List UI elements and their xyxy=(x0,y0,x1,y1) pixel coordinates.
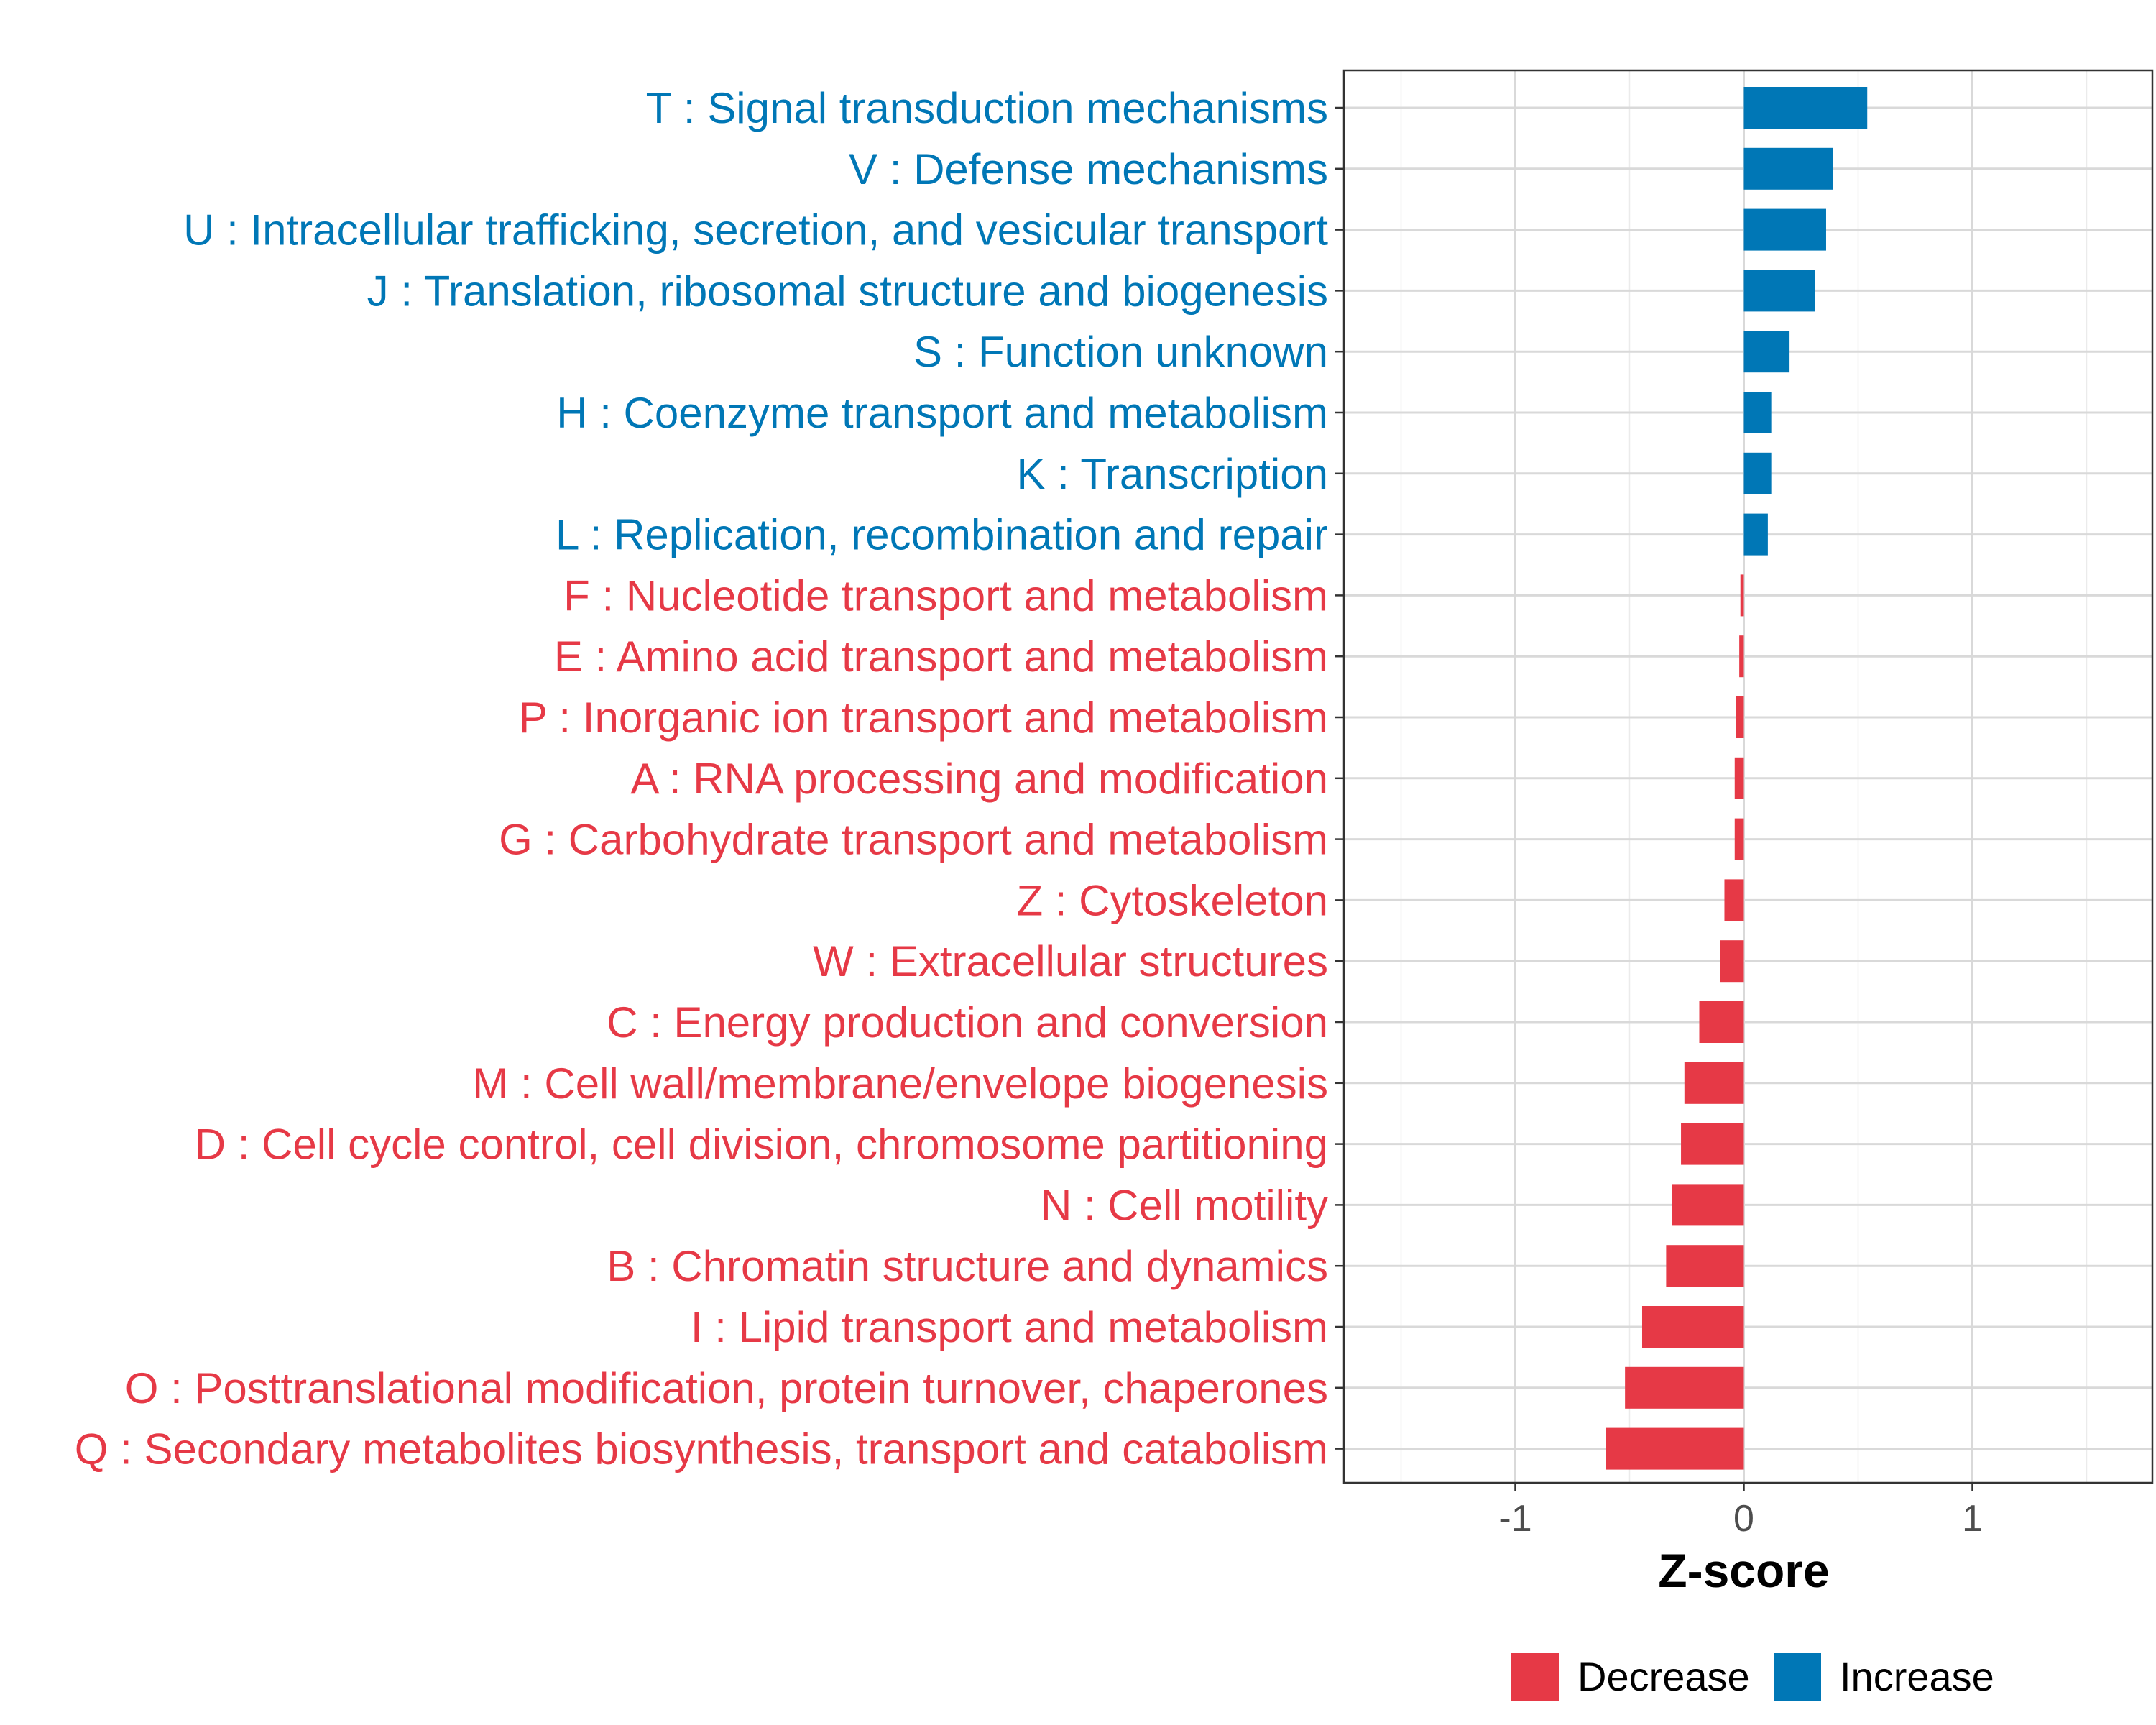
bar xyxy=(1724,879,1744,921)
category-label: E : Amino acid transport and metabolism xyxy=(554,632,1328,681)
y-axis: T : Signal transduction mechanisms V : De… xyxy=(75,84,1344,1473)
bar xyxy=(1740,574,1744,617)
legend-label: Decrease xyxy=(1577,1654,1750,1699)
category-label: U : Intracellular trafficking, secretion… xyxy=(183,206,1328,254)
legend-label: Increase xyxy=(1840,1654,1994,1699)
category-label: V : Defense mechanisms xyxy=(849,145,1328,193)
bar xyxy=(1734,818,1744,860)
category-label: P : Inorganic ion transport and metaboli… xyxy=(519,694,1328,742)
bar xyxy=(1684,1062,1744,1104)
category-label: W : Extracellular structures xyxy=(813,937,1328,985)
bar xyxy=(1625,1366,1744,1409)
legend-swatch xyxy=(1774,1653,1821,1701)
bar xyxy=(1743,513,1768,556)
category-label: H : Coenzyme transport and metabolism xyxy=(556,389,1328,437)
bar xyxy=(1743,147,1833,190)
x-axis: -1 0 1 xyxy=(1498,1483,1983,1540)
category-label: G : Carbohydrate transport and metabolis… xyxy=(499,816,1328,864)
category-label: Z : Cytoskeleton xyxy=(1016,876,1328,924)
bar xyxy=(1743,331,1790,373)
plot-panel-border xyxy=(1342,69,2154,1484)
bar xyxy=(1734,757,1744,799)
bar xyxy=(1739,635,1744,678)
category-label: C : Energy production and conversion xyxy=(607,998,1328,1046)
bar xyxy=(1699,1001,1744,1043)
category-label: S : Function unknown xyxy=(913,328,1328,376)
category-label: I : Lipid transport and metabolism xyxy=(691,1303,1328,1351)
category-label: J : Translation, ribosomal structure and… xyxy=(367,267,1328,315)
x-tick-label: 0 xyxy=(1733,1498,1754,1540)
category-label: L : Replication, recombination and repai… xyxy=(556,511,1328,559)
category-label: T : Signal transduction mechanisms xyxy=(646,84,1328,132)
bar xyxy=(1743,270,1815,312)
category-label: M : Cell wall/membrane/envelope biogenes… xyxy=(472,1059,1328,1108)
category-label: N : Cell motility xyxy=(1041,1181,1328,1229)
bar xyxy=(1743,392,1772,433)
category-label: D : Cell cycle control, cell division, c… xyxy=(195,1121,1328,1169)
category-label: F : Nucleotide transport and metabolism xyxy=(563,571,1328,620)
legend-swatch xyxy=(1511,1653,1559,1701)
bars xyxy=(1606,87,1868,1470)
category-label: B : Chromatin structure and dynamics xyxy=(607,1242,1328,1290)
category-label: A : RNA processing and modification xyxy=(630,755,1328,803)
bar xyxy=(1743,87,1868,129)
category-label: Q : Secondary metabolites biosynthesis, … xyxy=(75,1425,1328,1473)
bar xyxy=(1720,940,1744,983)
bar xyxy=(1743,208,1826,251)
bar xyxy=(1606,1427,1744,1470)
x-tick-label: 1 xyxy=(1962,1498,1983,1540)
bar xyxy=(1666,1245,1744,1287)
bar xyxy=(1672,1184,1744,1226)
x-tick-label: -1 xyxy=(1498,1498,1531,1540)
category-label: K : Transcription xyxy=(1016,450,1328,498)
legend: Decrease Increase xyxy=(1511,1653,1994,1701)
category-label: O : Posttranslational modification, prot… xyxy=(125,1364,1328,1412)
bar xyxy=(1641,1306,1744,1348)
x-axis-title: Z-score xyxy=(1658,1544,1829,1597)
bar xyxy=(1736,696,1744,738)
bar xyxy=(1681,1123,1744,1165)
bar xyxy=(1743,452,1772,494)
